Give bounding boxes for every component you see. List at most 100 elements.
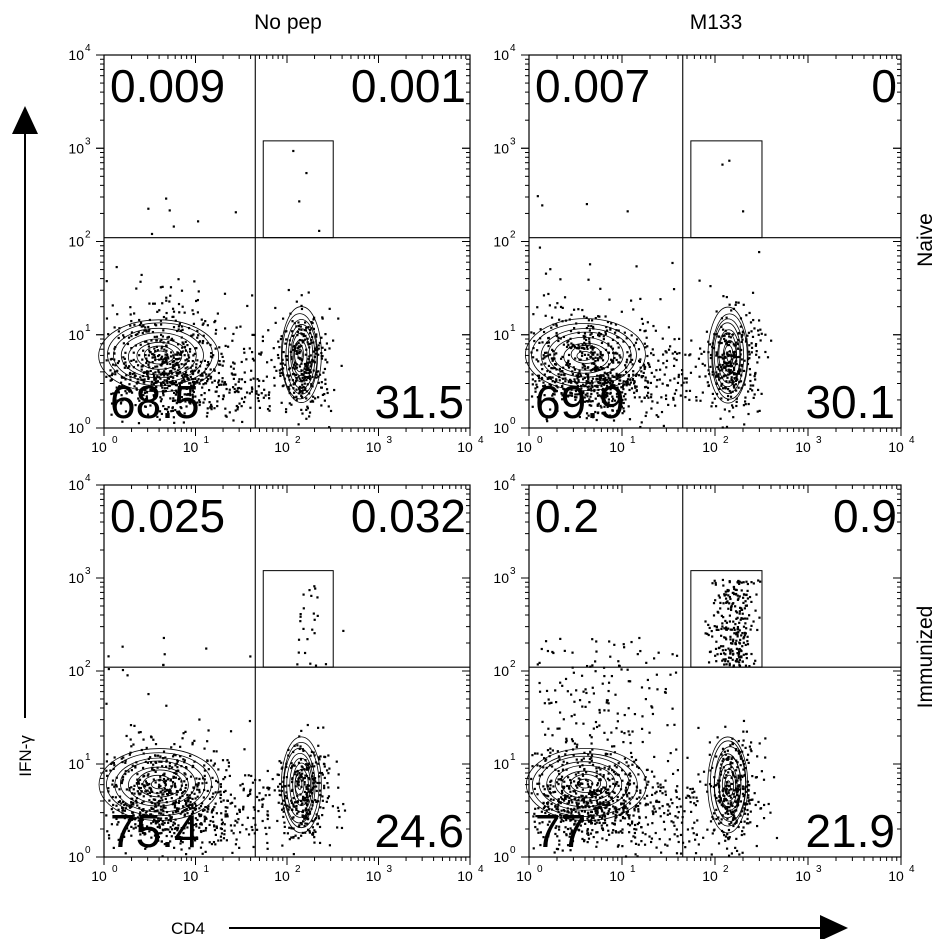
event-dot — [649, 381, 653, 385]
event-dot — [132, 803, 135, 806]
event-dot — [561, 398, 564, 401]
event-dot — [105, 774, 109, 777]
event-dot — [267, 329, 270, 332]
event-dot — [658, 378, 661, 381]
event-dot — [115, 776, 118, 779]
event-dot — [192, 807, 195, 810]
event-dot — [764, 333, 767, 336]
event-dot — [657, 415, 660, 418]
event-dot — [603, 811, 606, 814]
event-dot — [303, 362, 307, 366]
event-dot — [332, 339, 335, 342]
event-dot — [738, 784, 741, 787]
event-dot — [732, 385, 735, 388]
event-dot — [611, 405, 615, 408]
event-dot — [590, 368, 593, 372]
event-dot — [640, 727, 644, 730]
event-dot — [173, 771, 176, 775]
event-dot — [623, 331, 626, 334]
event-dot — [105, 769, 108, 772]
event-dot — [175, 793, 178, 796]
event-dot — [596, 359, 600, 362]
event-dot — [145, 825, 149, 828]
event-dot — [226, 806, 229, 809]
event-dot — [602, 803, 605, 806]
event-dot — [214, 319, 217, 323]
event-dot — [266, 813, 269, 816]
event-dot — [618, 393, 621, 396]
event-dot — [167, 790, 171, 793]
event-dot — [307, 762, 311, 765]
event-dot — [548, 791, 552, 794]
event-dot — [571, 373, 574, 376]
event-dot — [759, 339, 762, 342]
event-dot — [281, 371, 284, 374]
event-dot — [558, 318, 561, 321]
event-dot — [750, 351, 753, 354]
event-dot — [561, 355, 564, 359]
event-dot — [300, 785, 303, 788]
event-dot — [317, 375, 320, 378]
event-dot — [152, 807, 155, 810]
event-dot — [114, 783, 118, 787]
event-dot — [214, 791, 217, 794]
event-dot — [171, 372, 174, 375]
event-dot — [565, 739, 568, 742]
event-dot — [744, 403, 747, 406]
event-dot — [533, 339, 536, 343]
event-dot — [200, 813, 203, 816]
event-dot — [241, 782, 244, 786]
event-dot — [160, 338, 163, 342]
event-dot — [294, 770, 297, 773]
event-dot — [621, 386, 624, 389]
event-dot — [632, 373, 635, 376]
event-dot — [731, 390, 734, 393]
event-dot — [197, 783, 200, 786]
event-dot — [542, 801, 545, 805]
event-dot — [305, 390, 308, 393]
event-dot — [214, 328, 218, 332]
event-dot — [181, 305, 184, 308]
event-dot — [209, 343, 212, 347]
event-dot — [547, 833, 550, 836]
event-dot — [730, 766, 733, 769]
event-dot — [749, 384, 752, 387]
event-dot — [198, 718, 201, 721]
event-dot — [586, 386, 589, 389]
event-dot — [283, 821, 286, 824]
event-dot — [741, 365, 744, 368]
event-dot — [557, 799, 560, 803]
event-dot — [297, 780, 300, 783]
event-dot — [206, 378, 210, 381]
event-dot — [184, 373, 187, 376]
event-dot — [289, 350, 292, 354]
event-dot — [640, 317, 644, 321]
event-dot — [261, 805, 264, 808]
event-dot — [612, 419, 616, 422]
event-dot — [623, 410, 626, 413]
event-dot — [587, 380, 590, 383]
event-dot — [210, 408, 213, 411]
event-dot — [231, 801, 234, 804]
event-dot — [180, 827, 183, 830]
event-dot — [252, 377, 255, 380]
event-dot — [310, 807, 313, 810]
cd4-positive-contour — [281, 313, 318, 400]
event-dot — [180, 325, 184, 328]
event-dot — [723, 776, 726, 779]
event-dot — [547, 808, 550, 811]
event-dot — [656, 782, 659, 785]
event-dot — [159, 755, 162, 758]
cd4-negative-contour — [98, 319, 220, 393]
event-dot — [318, 789, 322, 792]
event-dot — [306, 341, 309, 344]
event-dot — [536, 793, 539, 796]
event-dot — [125, 392, 128, 395]
event-dot — [728, 353, 731, 356]
event-dot — [307, 291, 310, 294]
event-dot — [174, 383, 177, 387]
event-dot — [308, 766, 311, 769]
event-dot — [167, 821, 170, 824]
event-dot — [313, 754, 316, 757]
event-dot — [299, 774, 302, 777]
